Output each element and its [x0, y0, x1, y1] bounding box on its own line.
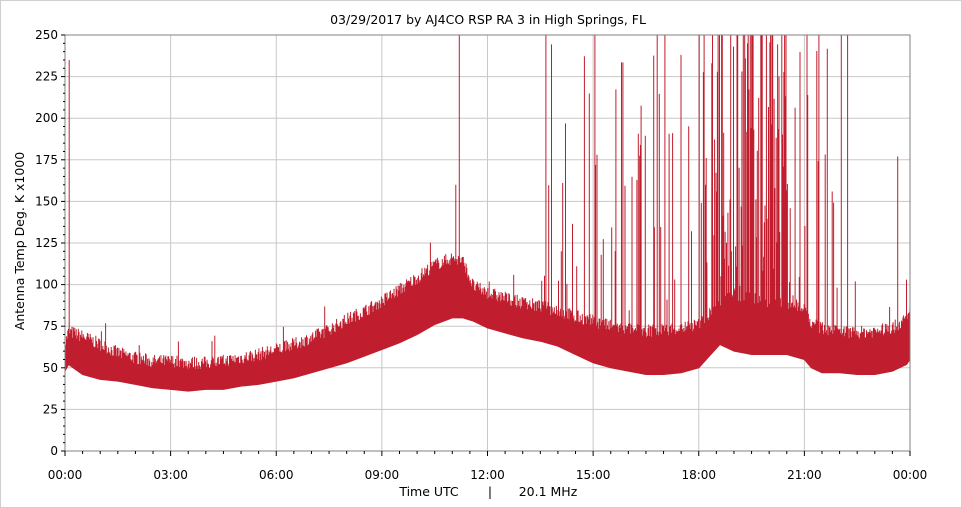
x-tick-label: 18:00: [681, 468, 716, 482]
y-tick-label: 150: [35, 194, 58, 208]
x-axis-label: Time UTC: [398, 484, 459, 499]
x-axis-label-separator: |: [488, 484, 492, 499]
frequency-label: 20.1 MHz: [519, 484, 578, 499]
y-tick-label: 50: [43, 361, 58, 375]
x-tick-label: 15:00: [576, 468, 611, 482]
x-tick-label: 00:00: [48, 468, 83, 482]
x-axis-ticks: 00:00 03:00 06:00 09:00 12:00 15:00 18:00 21:00…: [48, 451, 928, 482]
y-tick-label: 125: [35, 236, 58, 250]
x-tick-label: 00:00: [893, 468, 928, 482]
y-tick-label: 25: [43, 402, 58, 416]
x-tick-label: 03:00: [153, 468, 188, 482]
y-tick-label: 0: [50, 444, 58, 458]
x-tick-label: 12:00: [470, 468, 505, 482]
y-tick-label: 75: [43, 319, 58, 333]
y-tick-label: 175: [35, 153, 58, 167]
x-tick-label: 06:00: [259, 468, 294, 482]
y-axis-label: Antenna Temp Deg. K x1000: [12, 152, 27, 330]
y-tick-label: 200: [35, 111, 58, 125]
y-tick-label: 225: [35, 70, 58, 84]
x-tick-label: 09:00: [365, 468, 400, 482]
x-tick-label: 21:00: [787, 468, 822, 482]
chart-title: 03/29/2017 by AJ4CO RSP RA 3 in High Spr…: [330, 12, 646, 27]
y-axis-ticks: 0 25 50 75 100 125 150 175 200 225 250: [35, 28, 65, 458]
y-tick-label: 250: [35, 28, 58, 42]
y-tick-label: 100: [35, 278, 58, 292]
